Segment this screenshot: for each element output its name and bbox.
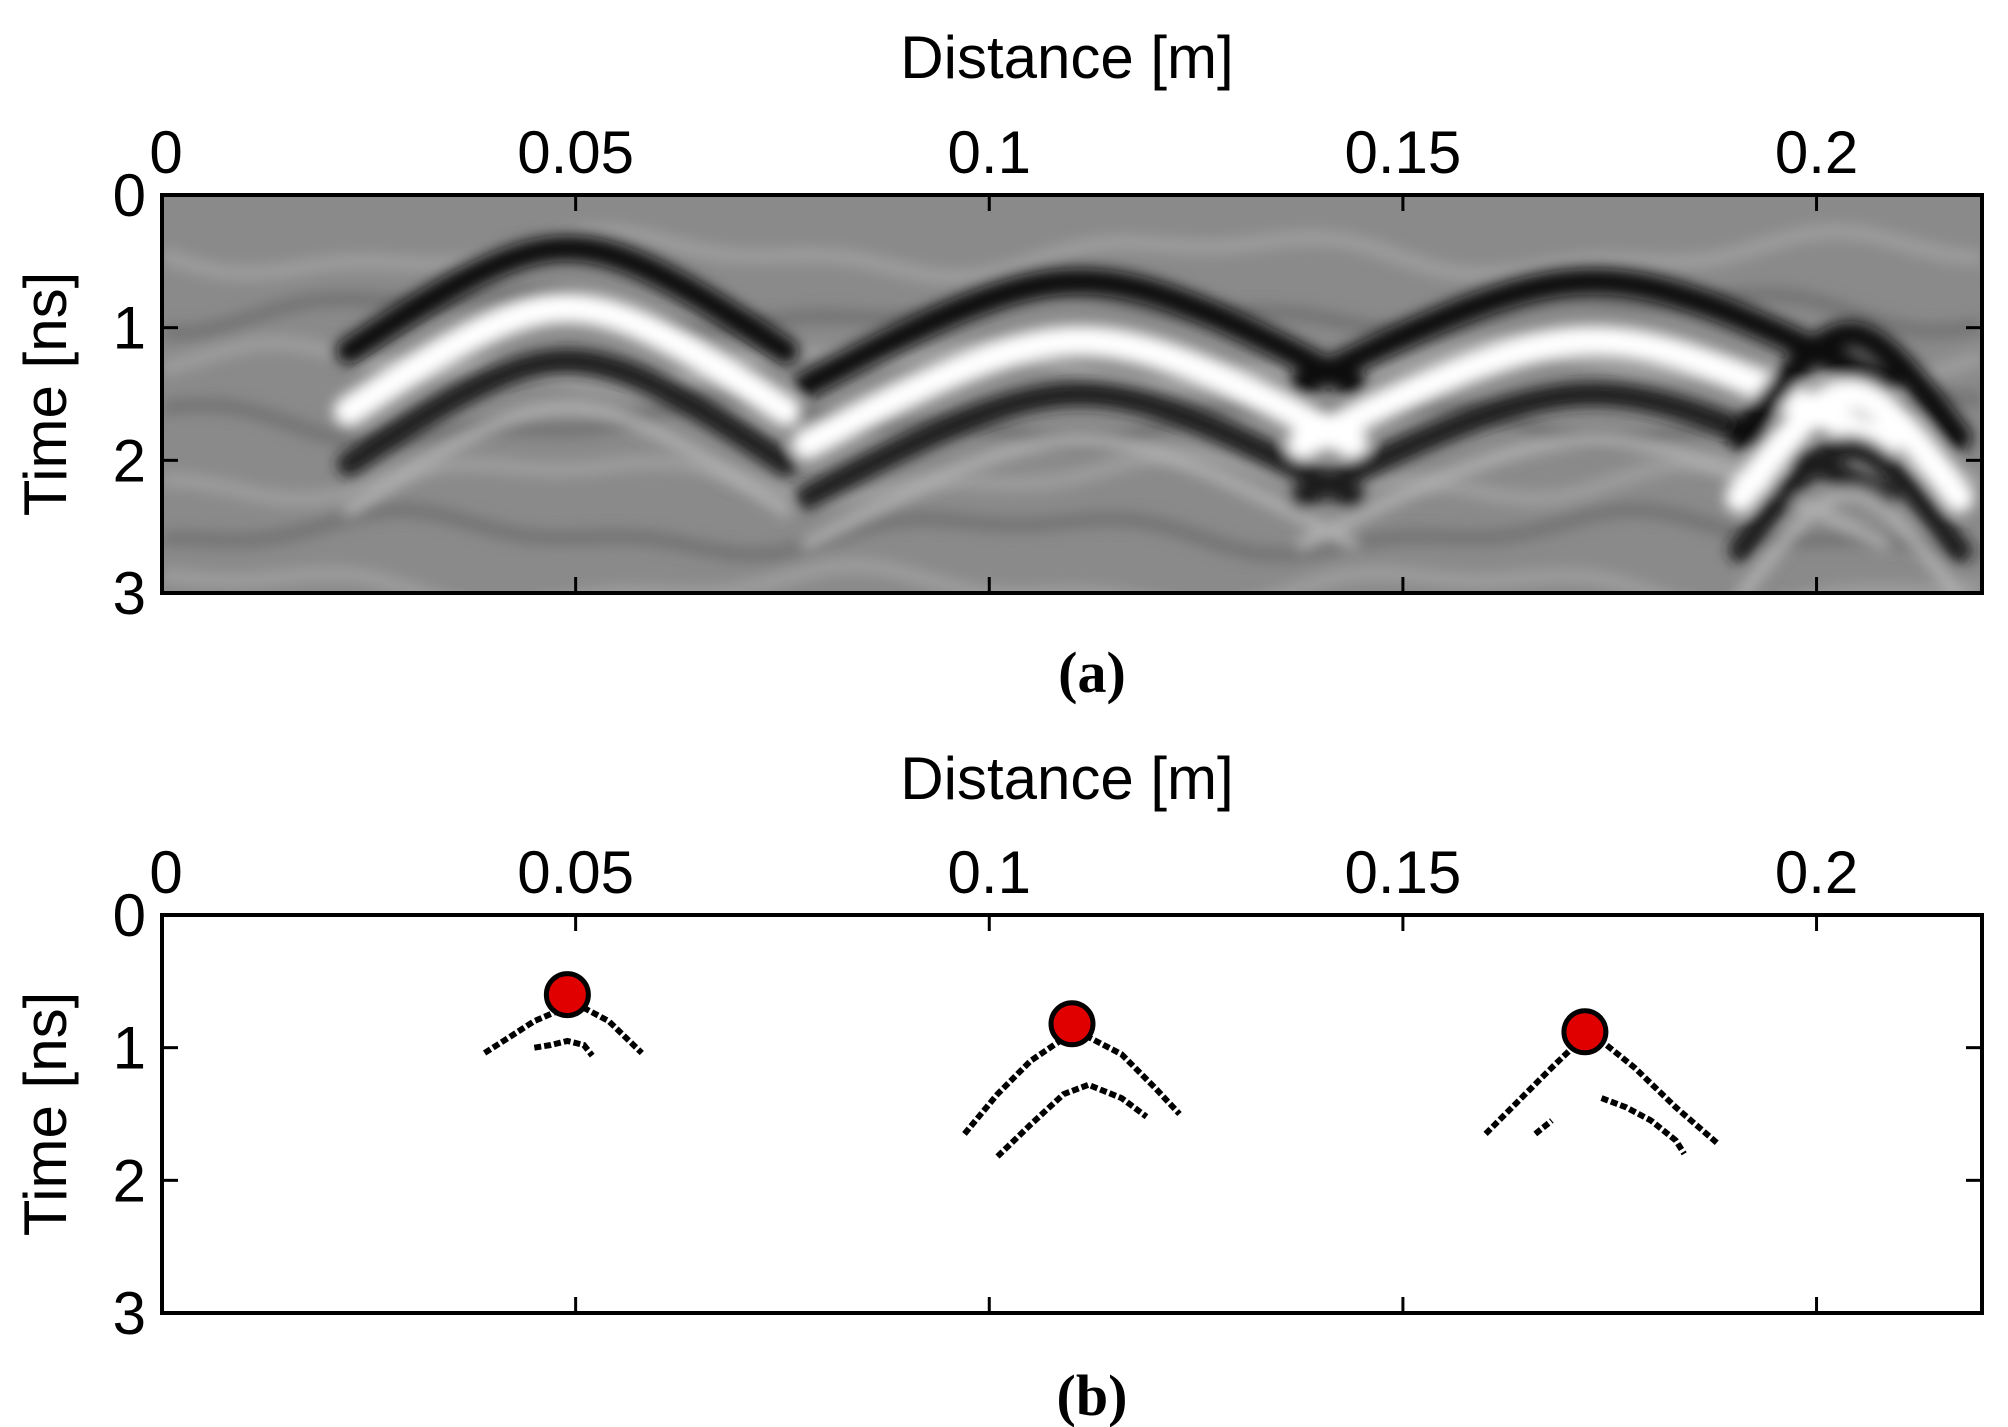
- panel-a-hyperbolas: [334, 235, 1974, 593]
- panel-b-y-tick-label: 1: [113, 1015, 146, 1082]
- panel-a-y-axis-label: Time [ns]: [12, 272, 79, 516]
- panel-a-frame: [160, 193, 1984, 595]
- panel-b-edge-curve: [1533, 1118, 1554, 1137]
- panel-b-apex-point: [543, 971, 591, 1019]
- panel-a-texture-band: [162, 502, 1982, 563]
- panel-a-texture-band: [162, 447, 1982, 507]
- panel-b-edge-curve: [995, 1081, 1149, 1159]
- panel-a-hyperbola-layer: [334, 292, 801, 427]
- panel-b-x-tick-label: 0.1: [948, 839, 1031, 906]
- panel-a-hyperbola-layer: [1289, 268, 1898, 398]
- panel-b-x-tick-label: 0.15: [1345, 839, 1462, 906]
- panel-b-apex-point: [1561, 1008, 1609, 1056]
- panel-a-x-tick-label: 0.1: [948, 119, 1031, 186]
- panel-a-hyperbola-layer: [1725, 378, 1974, 513]
- panel-a-tick-marks: [162, 195, 1982, 593]
- panel-a-texture-band: [162, 223, 1982, 285]
- panel-b-edge-curve: [1600, 1095, 1687, 1156]
- panel-b-x-tick-label: 0: [149, 839, 182, 906]
- panel-a-y-tick-label: 0: [113, 162, 146, 229]
- panel-b-y-tick-label: 2: [113, 1147, 146, 1214]
- panel-b-x-tick-labels: 0 0.05 0.1 0.15 0.2: [149, 839, 1858, 906]
- panel-b-background: [162, 915, 1982, 1313]
- panel-b-x-axis-label: Distance [m]: [900, 745, 1233, 812]
- panel-a-y-tick-labels: 0 1 2 3: [113, 162, 146, 627]
- panel-a: Distance [m] 0 0.05 0.1 0.15 0.2 0 1 2 3 Time […: [12, 24, 1984, 705]
- panel-b-edge-curve: [533, 1037, 595, 1058]
- panel-a-hyperbola-layer: [794, 268, 1367, 398]
- panel-a-y-tick-label: 2: [113, 427, 146, 494]
- panel-a-hyperbola-layer: [801, 434, 1360, 550]
- panel-b-edge-curve: [482, 1004, 644, 1056]
- panel-a-hyperbola-layer: [337, 348, 798, 477]
- panel-a-x-tick-label: 0.15: [1345, 119, 1462, 186]
- panel-b-x-tick-label: 0.05: [517, 839, 634, 906]
- panel-b: Distance [m] 0 0.05 0.1 0.15 0.2 0 1 2 3 Time […: [12, 745, 1984, 1427]
- panel-a-x-tick-label: 0: [149, 119, 182, 186]
- panel-a-hyperbola-layer: [343, 401, 792, 517]
- panel-a-texture-band: [162, 335, 1982, 396]
- panel-b-tick-marks: [162, 915, 1982, 1313]
- panel-a-radargram: [162, 195, 1982, 593]
- panel-b-y-axis-label: Time [ns]: [12, 992, 79, 1236]
- panel-b-apex-points: [543, 971, 1609, 1056]
- panel-b-x-tick-label: 0.2: [1775, 839, 1858, 906]
- panel-a-y-tick-label: 1: [113, 295, 146, 362]
- panel-a-y-tick-label: 3: [113, 560, 146, 627]
- panel-a-hyperbola-layer: [795, 381, 1366, 510]
- panel-b-y-tick-labels: 0 1 2 3: [113, 882, 146, 1347]
- panel-a-hyperbola-layer: [1728, 435, 1971, 563]
- panel-a-x-tick-label: 0.2: [1775, 119, 1858, 186]
- panel-b-y-tick-label: 0: [113, 882, 146, 949]
- panel-a-x-tick-label: 0.05: [517, 119, 634, 186]
- panel-a-hyperbola-layer: [1735, 487, 1964, 593]
- panel-a-x-tick-labels: 0 0.05 0.1 0.15 0.2: [149, 119, 1858, 186]
- panel-a-x-axis-label: Distance [m]: [900, 24, 1233, 91]
- panel-b-frame: [160, 913, 1984, 1315]
- panel-b-apex-point: [1048, 1000, 1096, 1048]
- panel-b-y-tick-label: 3: [113, 1280, 146, 1347]
- panel-a-hyperbola-layer: [792, 325, 1369, 460]
- panel-a-caption: (a): [1058, 640, 1126, 705]
- panel-b-caption: (b): [1057, 1363, 1128, 1427]
- panel-a-hyperbola-layer: [1727, 321, 1972, 451]
- panel-a-hyperbola-layer: [336, 235, 799, 365]
